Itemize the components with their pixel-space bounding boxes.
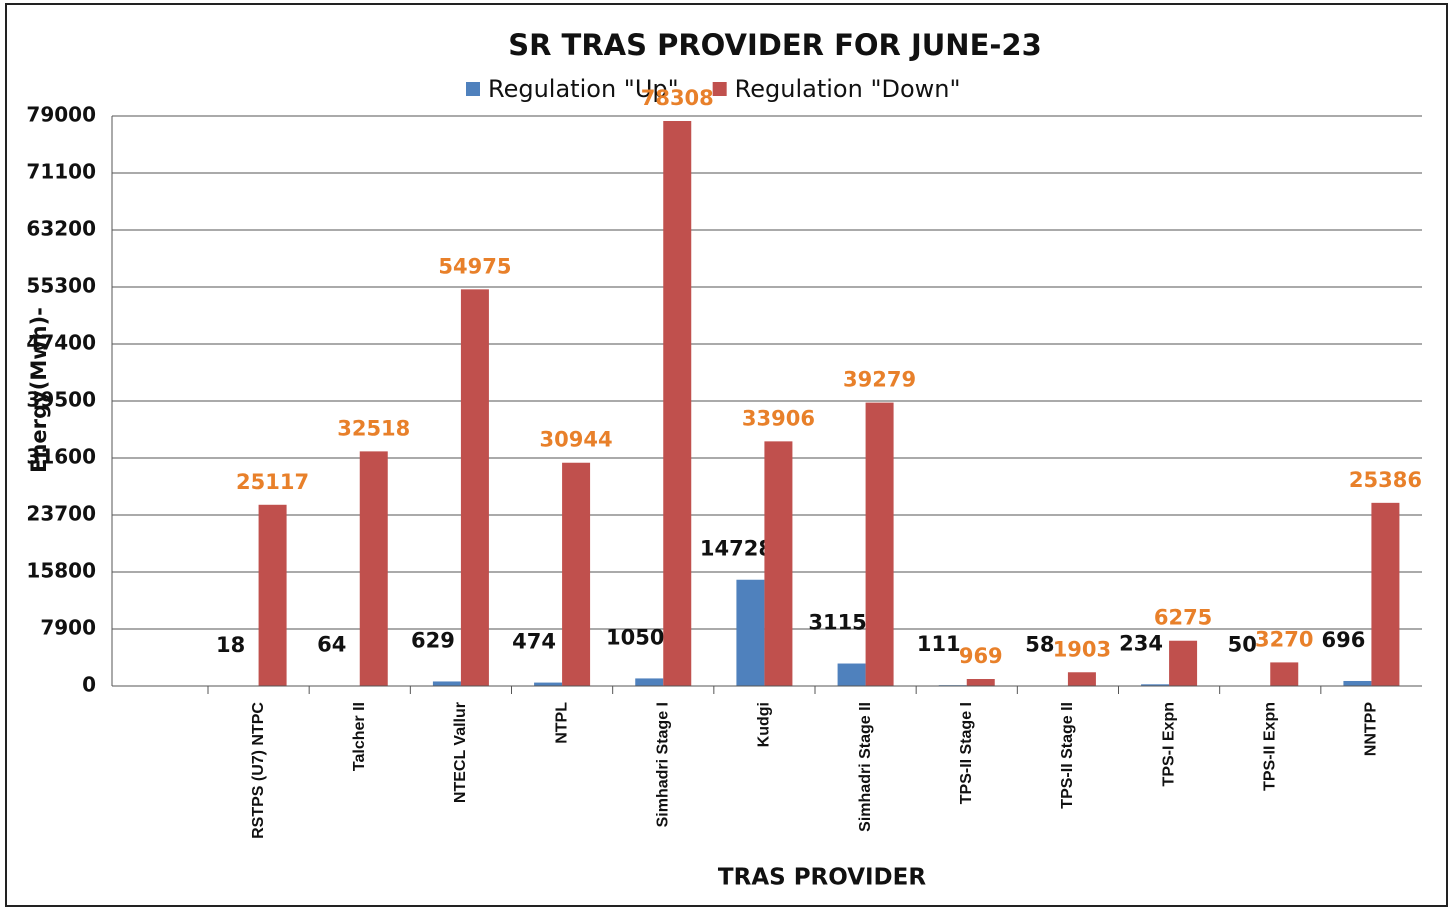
data-label: 78308 (641, 86, 714, 110)
bar (1343, 680, 1372, 686)
bar (1270, 662, 1299, 686)
x-tick-label: RSTPS (U7) NTPC (250, 702, 267, 839)
x-tick-label: TPS-I Expn (1160, 702, 1177, 786)
legend-swatch (712, 82, 727, 96)
x-tick-label: NTECL Vallur (452, 702, 469, 803)
bar (562, 462, 591, 686)
bar (460, 289, 489, 686)
bar (1141, 684, 1170, 686)
bar (635, 678, 664, 686)
data-label: 50 (1228, 633, 1257, 657)
y-axis-title: Energy(Mwh)- (27, 307, 51, 473)
data-label: 30944 (540, 428, 613, 452)
data-label: 6275 (1154, 606, 1212, 630)
bar (966, 679, 995, 686)
x-tick-label: TPS-II Stage I (958, 702, 975, 804)
data-label: 64 (317, 633, 346, 657)
x-tick-label: TPS-II Stage II (1059, 702, 1076, 809)
x-tick-label: Talcher II (351, 702, 368, 771)
y-tick-label: 47400 (26, 331, 96, 355)
y-tick-label: 23700 (26, 502, 96, 526)
y-tick-label: 55300 (26, 274, 96, 298)
y-tick-label: 31600 (26, 445, 96, 469)
y-tick-label: 63200 (26, 217, 96, 241)
data-label: 25117 (236, 470, 309, 494)
bar (837, 663, 866, 686)
bar (1371, 502, 1400, 686)
bar (359, 451, 388, 686)
bar (1169, 640, 1198, 686)
data-label: 54975 (438, 254, 511, 278)
y-tick-label: 71100 (26, 160, 96, 184)
x-tick-label: Kudgi (756, 702, 773, 747)
data-label: 234 (1119, 631, 1163, 655)
bar (764, 441, 793, 686)
bar (432, 681, 461, 686)
bar (865, 402, 894, 686)
bar (736, 579, 765, 686)
data-label: 18 (216, 633, 245, 657)
data-label: 474 (512, 630, 556, 654)
data-label: 39279 (843, 368, 916, 392)
legend-label: Regulation "Down" (735, 75, 961, 103)
x-axis-title: TRAS PROVIDER (718, 865, 926, 891)
x-tick-label: Simhadri Stage II (857, 702, 874, 832)
legend-label: Regulation "Up" (488, 75, 679, 103)
data-label: 32518 (337, 416, 410, 440)
bar (534, 682, 563, 686)
data-label: 1050 (606, 625, 664, 649)
y-tick-label: 7900 (40, 616, 96, 640)
y-tick-label: 39500 (26, 388, 96, 412)
legend-swatch (466, 82, 480, 96)
x-tick-label: TPS-II Expn (1261, 702, 1278, 791)
bar (1067, 672, 1096, 686)
chart-title: SR TRAS PROVIDER FOR JUNE-23 (508, 28, 1042, 62)
bar (663, 120, 692, 686)
x-tick-label: Simhadri Stage I (654, 702, 671, 827)
x-tick-label: NNTPP (1363, 702, 1380, 757)
data-label: 1903 (1053, 637, 1111, 661)
data-label: 629 (411, 628, 455, 652)
x-tick-label: NTPL (553, 702, 570, 744)
data-label: 111 (917, 632, 961, 656)
data-label: 58 (1025, 633, 1054, 657)
chart-frame (5, 3, 1448, 907)
data-label: 25386 (1349, 468, 1422, 492)
bar (258, 504, 287, 686)
data-label: 14728 (700, 537, 773, 561)
data-label: 33906 (742, 406, 815, 430)
y-tick-label: 79000 (26, 103, 96, 127)
data-label: 3115 (808, 611, 866, 635)
y-tick-label: 0 (82, 673, 96, 697)
y-tick-label: 15800 (26, 559, 96, 583)
data-label: 969 (959, 644, 1003, 668)
data-label: 696 (1321, 628, 1365, 652)
data-label: 3270 (1255, 627, 1313, 651)
